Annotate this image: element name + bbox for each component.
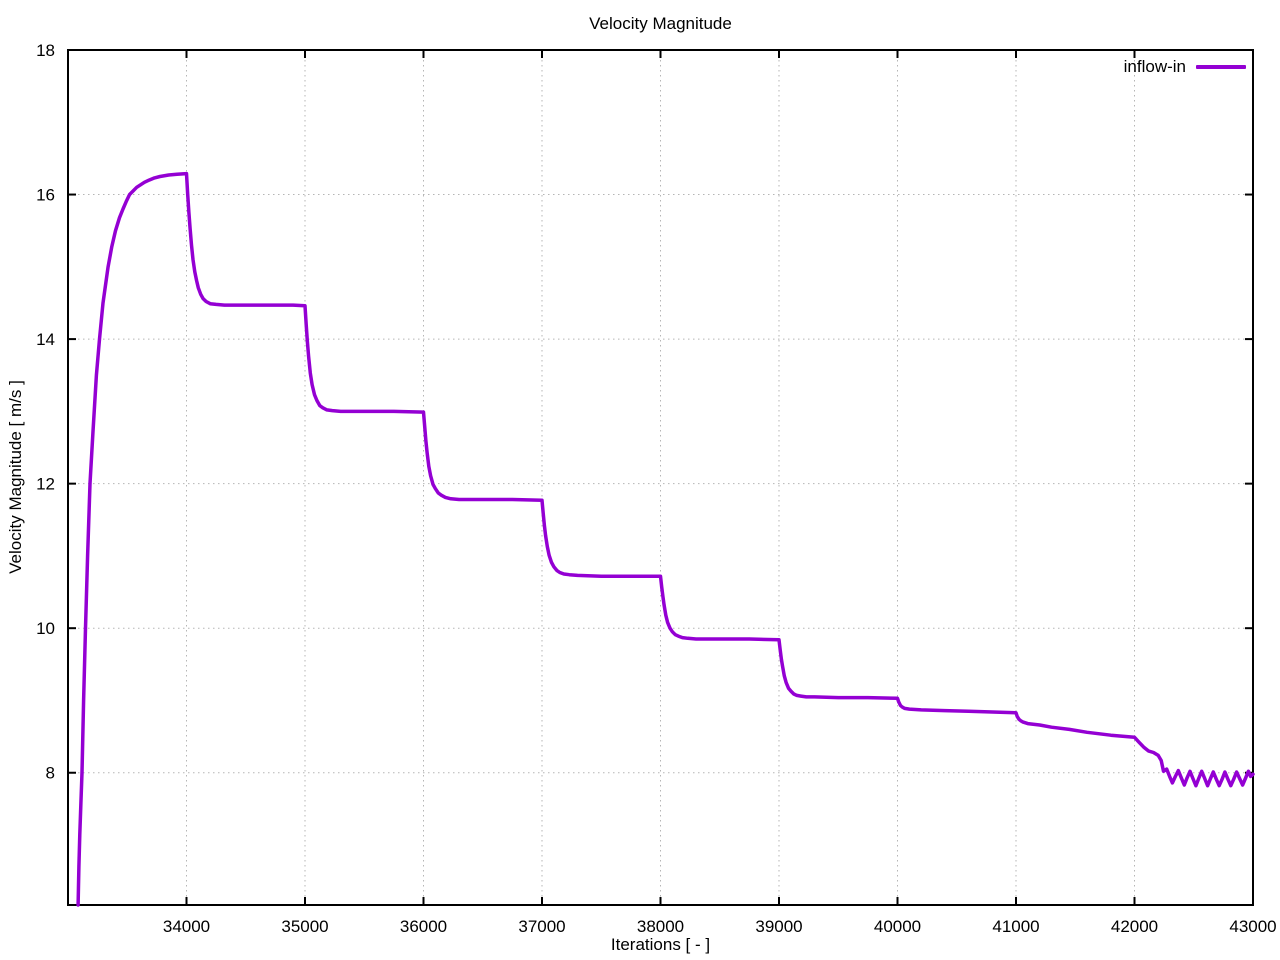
chart-title: Velocity Magnitude (589, 14, 732, 33)
y-tick-label: 12 (36, 475, 55, 494)
series-line-inflow-in (76, 171, 1255, 907)
x-tick-label: 36000 (400, 917, 447, 936)
x-tick-label: 42000 (1111, 917, 1158, 936)
x-tick-label: 39000 (755, 917, 802, 936)
x-tick-label: 35000 (281, 917, 328, 936)
x-tick-label: 34000 (163, 917, 210, 936)
x-tick-label: 40000 (874, 917, 921, 936)
x-axis-label: Iterations [ - ] (610, 935, 711, 954)
y-tick-label: 18 (36, 41, 55, 60)
legend-label-inflow-in: inflow-in (1123, 57, 1186, 76)
y-tick-label: 10 (36, 619, 55, 638)
plot-frame (67, 49, 1254, 906)
x-tick-label: 37000 (518, 917, 565, 936)
y-tick-label: 8 (46, 764, 55, 783)
legend-line-swatch-inflow-in (1196, 65, 1246, 69)
y-tick-label: 14 (36, 330, 55, 349)
x-tick-label: 38000 (637, 917, 684, 936)
x-tick-label: 43000 (1229, 917, 1276, 936)
y-tick-label: 16 (36, 186, 55, 205)
legend: inflow-in (1124, 58, 1246, 76)
x-tick-label: 41000 (992, 917, 1039, 936)
